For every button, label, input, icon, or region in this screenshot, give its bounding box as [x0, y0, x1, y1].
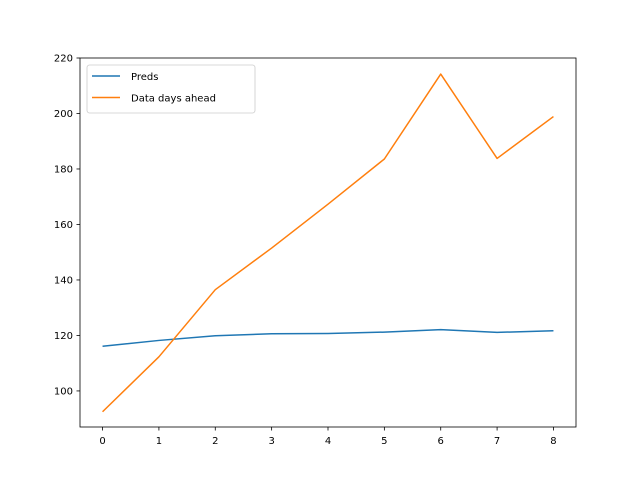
x-tick-label: 6 — [438, 436, 444, 447]
series-layer — [102, 73, 554, 413]
x-tick-label: 3 — [268, 436, 274, 447]
legend-label-2: Data days ahead — [131, 93, 216, 104]
series-line-1 — [102, 328, 554, 348]
y-tick-label: 140 — [54, 276, 73, 287]
x-tick-label: 7 — [494, 436, 500, 447]
y-tick-label: 100 — [54, 387, 73, 398]
x-tick-label: 8 — [550, 436, 556, 447]
legend-box — [86, 64, 256, 114]
y-tick-label: 200 — [54, 109, 73, 120]
x-tick-label: 0 — [99, 436, 105, 447]
y-tick-label: 160 — [54, 220, 73, 231]
x-tick-label: 1 — [156, 436, 162, 447]
x-axis: 0 1 2 3 4 5 6 7 8 — [99, 427, 557, 447]
y-axis: 100 120 140 160 180 200 220 — [54, 54, 80, 398]
x-tick-label: 2 — [212, 436, 218, 447]
series-line-2 — [102, 73, 554, 413]
y-tick-label: 220 — [54, 54, 73, 65]
x-tick-label: 5 — [381, 436, 387, 447]
legend: Preds Data days ahead — [86, 64, 256, 114]
legend-label-1: Preds — [131, 72, 158, 83]
x-tick-label: 4 — [325, 436, 331, 447]
y-tick-label: 180 — [54, 165, 73, 176]
y-tick-label: 120 — [54, 331, 73, 342]
